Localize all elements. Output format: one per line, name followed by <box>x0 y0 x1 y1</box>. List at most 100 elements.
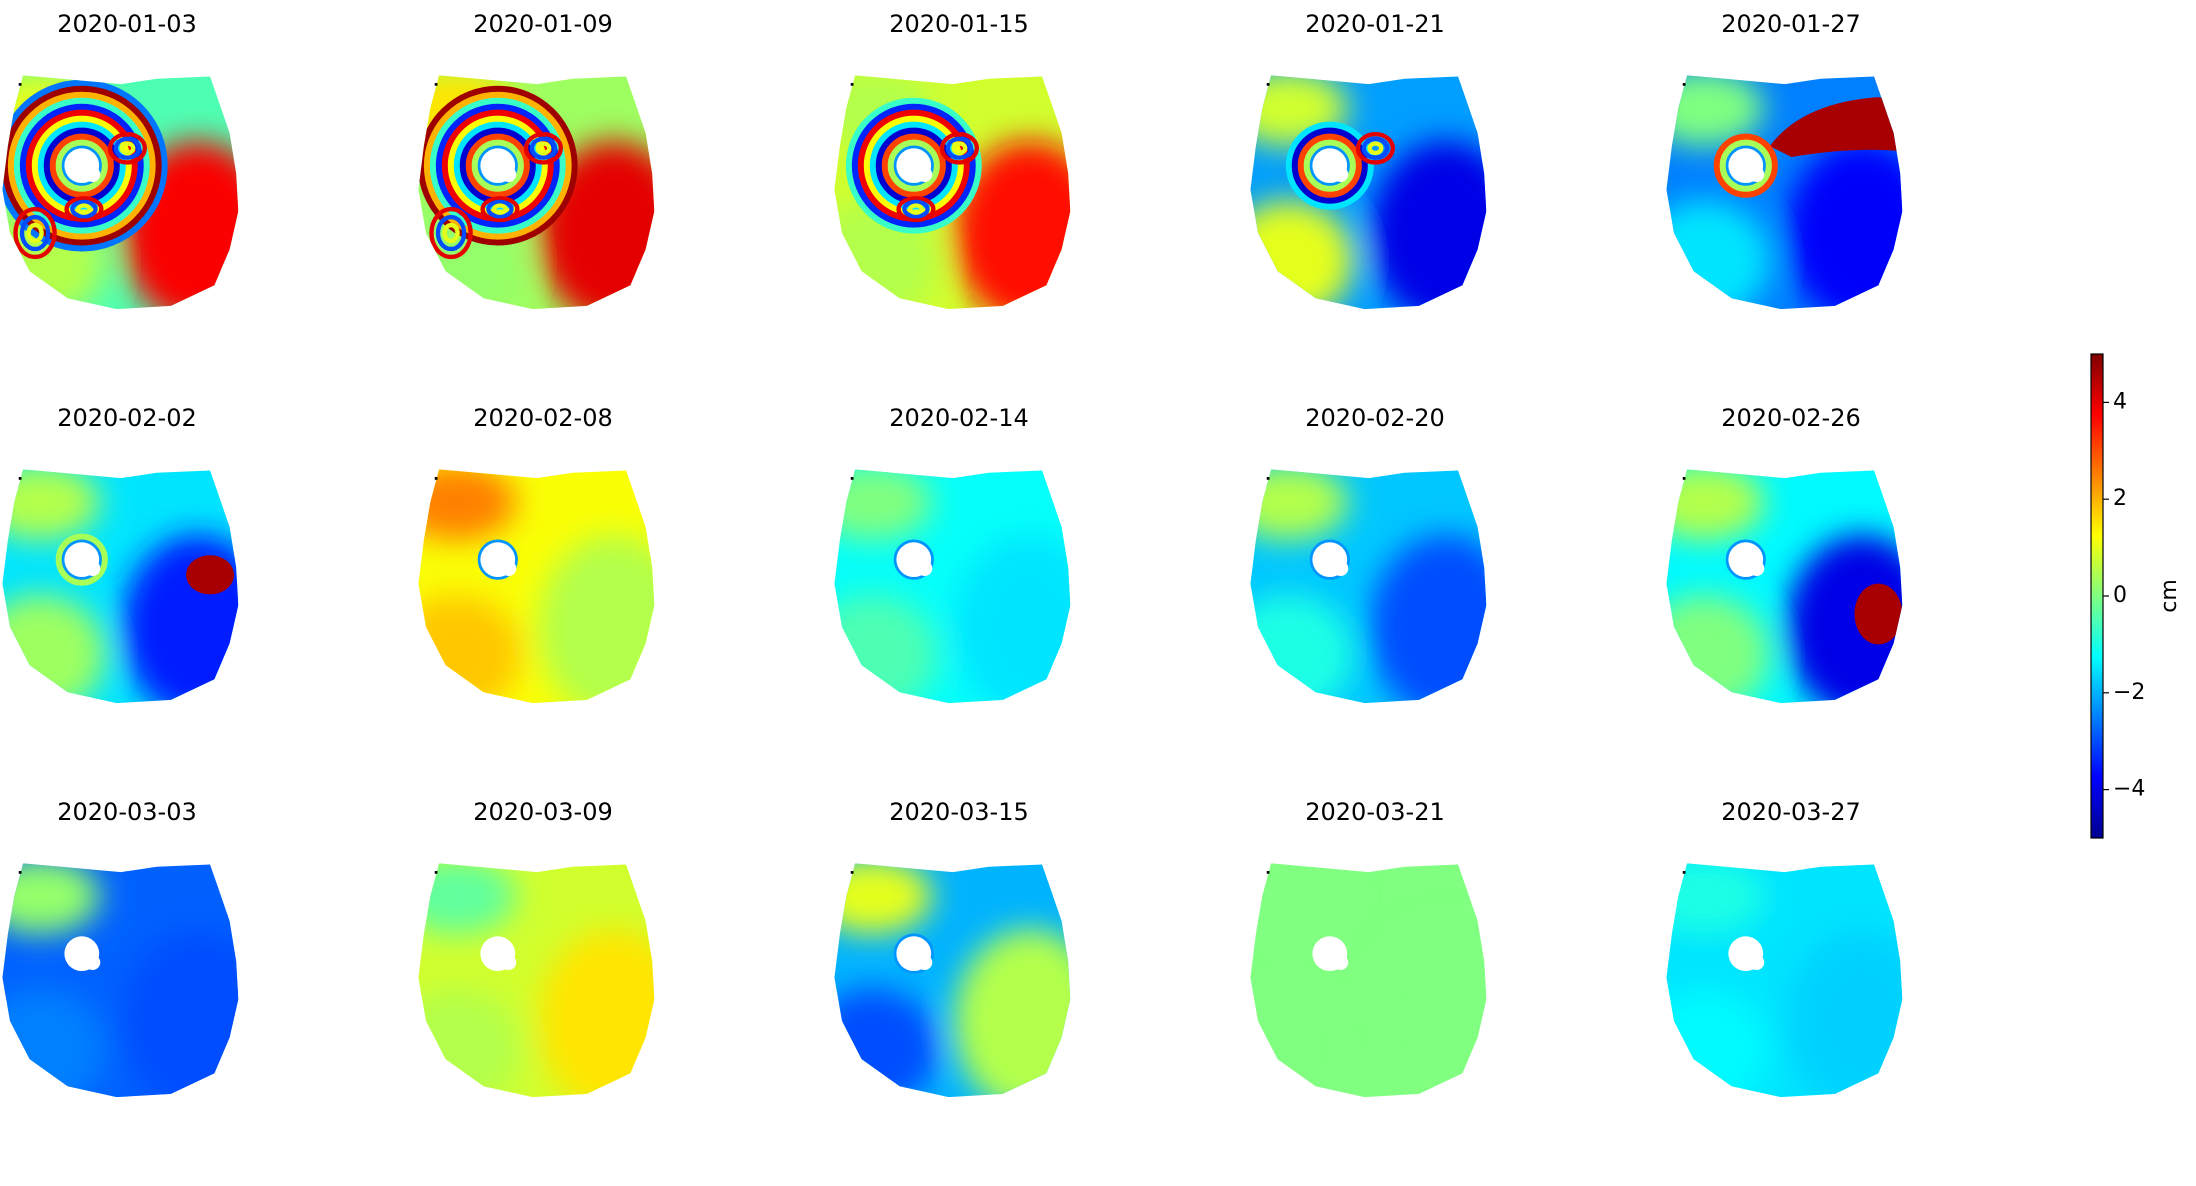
colorbar-tick-label: 4 <box>2113 389 2127 414</box>
deformation-map <box>834 863 1071 1098</box>
reference-point <box>1266 83 1270 86</box>
deformation-map <box>2 75 239 310</box>
fringe-ring <box>887 139 940 192</box>
fringe-ring <box>471 139 524 192</box>
panel-title: 2020-03-27 <box>1721 798 1861 826</box>
reference-point <box>18 477 22 480</box>
summit-no-data <box>917 560 933 576</box>
panel-title: 2020-03-03 <box>57 798 197 826</box>
fringe-lobe <box>1361 136 1390 160</box>
map-panel-2020-02-26: 2020-02-26 <box>1651 394 1931 704</box>
reference-point <box>1266 871 1270 874</box>
reference-point <box>434 83 438 86</box>
panel-title: 2020-01-27 <box>1721 10 1861 38</box>
uplift-patch <box>1854 583 1903 645</box>
panel-title: 2020-02-14 <box>889 404 1029 432</box>
fringe-ring <box>1713 133 1778 198</box>
reference-point <box>18 871 22 874</box>
reference-point <box>850 83 854 86</box>
map-panel-2020-03-15: 2020-03-15 <box>819 788 1099 1098</box>
summit-no-data <box>1333 954 1349 970</box>
summit-no-data <box>85 166 101 182</box>
panel-title: 2020-01-15 <box>889 10 1029 38</box>
colorbar-tick-label: 0 <box>2113 583 2127 608</box>
panel-title: 2020-02-26 <box>1721 404 1861 432</box>
reference-point <box>434 871 438 874</box>
fringe-ring <box>55 533 108 586</box>
map-panel-2020-02-08: 2020-02-08 <box>403 394 683 704</box>
summit-no-data <box>1333 166 1349 182</box>
fringe-lobe <box>486 199 514 219</box>
map-panel-2020-03-27: 2020-03-27 <box>1651 788 1931 1098</box>
fringe-lobe <box>523 131 563 165</box>
fringe-ring <box>1719 139 1772 192</box>
summit-no-data <box>501 166 517 182</box>
summit-no-data <box>917 954 933 970</box>
map-panel-2020-02-02: 2020-02-02 <box>0 394 267 704</box>
reference-point <box>1682 477 1686 480</box>
uplift-patch <box>186 555 234 595</box>
map-panel-2020-03-21: 2020-03-21 <box>1235 788 1515 1098</box>
panel-title: 2020-01-09 <box>473 10 613 38</box>
fringe-lobe <box>1367 141 1384 156</box>
fringe-ring <box>55 139 108 192</box>
summit-no-data <box>501 560 517 576</box>
deformation-map <box>1666 75 1903 310</box>
map-panel-2020-02-14: 2020-02-14 <box>819 394 1099 704</box>
fringe-lobe <box>26 222 44 244</box>
colorbar-ticks: 4 2 0 −2 −4 <box>2103 389 2145 802</box>
map-panel-2020-01-27: 2020-01-27 <box>1651 0 1931 310</box>
panel-title: 2020-01-21 <box>1305 10 1445 38</box>
deformation-map <box>834 469 1071 704</box>
reference-point <box>434 477 438 480</box>
deformation-map <box>1250 469 1487 704</box>
fringe-lobe <box>107 131 147 165</box>
reference-point <box>18 83 22 86</box>
panel-title: 2020-02-08 <box>473 404 613 432</box>
panel-title: 2020-02-02 <box>57 404 197 432</box>
fringe-ring <box>851 103 976 228</box>
fringe-lobe <box>70 199 98 219</box>
deformation-map <box>834 75 1071 310</box>
fringe-lobe <box>951 141 968 156</box>
summit-no-data <box>85 954 101 970</box>
reference-point <box>1266 477 1270 480</box>
map-panel-2020-03-09: 2020-03-09 <box>403 788 683 1098</box>
colorbar-tick-label: −4 <box>2113 777 2145 802</box>
panel-title: 2020-03-15 <box>889 798 1029 826</box>
panel-title: 2020-02-20 <box>1305 404 1445 432</box>
summit-no-data <box>85 560 101 576</box>
fringe-lobe <box>19 214 51 252</box>
colorbar-gradient <box>2090 353 2104 839</box>
fringe-ring <box>845 97 982 234</box>
map-panel-2020-01-15: 2020-01-15 <box>819 0 1099 310</box>
fringe-ring <box>465 133 530 198</box>
fringe-lobe <box>529 136 558 160</box>
fringe-ring <box>7 91 156 240</box>
deformation-map <box>418 469 655 704</box>
deformation-map <box>418 75 655 310</box>
fringe-lobe <box>429 206 473 260</box>
map-panel-2020-03-03: 2020-03-03 <box>0 788 267 1098</box>
colorbar-tick-label: 2 <box>2113 486 2127 511</box>
map-panel-2020-01-09: 2020-01-09 <box>403 0 683 310</box>
deformation-map <box>2 863 239 1098</box>
fringe-ring <box>423 91 572 240</box>
map-panel-2020-01-21: 2020-01-21 <box>1235 0 1515 310</box>
fringe-lobe <box>535 141 552 156</box>
fringe-lobe <box>907 203 924 215</box>
panel-title: 2020-03-09 <box>473 798 613 826</box>
fringe-ring <box>19 103 144 228</box>
colorbar-label: cm <box>2157 579 2182 613</box>
fringe-lobe <box>119 141 136 156</box>
fringe-ring <box>1297 133 1362 198</box>
fringe-ring <box>1303 139 1356 192</box>
fringe-ring <box>49 133 114 198</box>
fringe-lobe <box>64 196 104 223</box>
fringe-ring <box>13 97 150 234</box>
uplift-patch <box>1769 97 1903 157</box>
deformation-map <box>1250 863 1487 1098</box>
fringe-ring <box>1285 121 1374 210</box>
fringe-lobe <box>435 214 467 252</box>
reference-point <box>1682 871 1686 874</box>
